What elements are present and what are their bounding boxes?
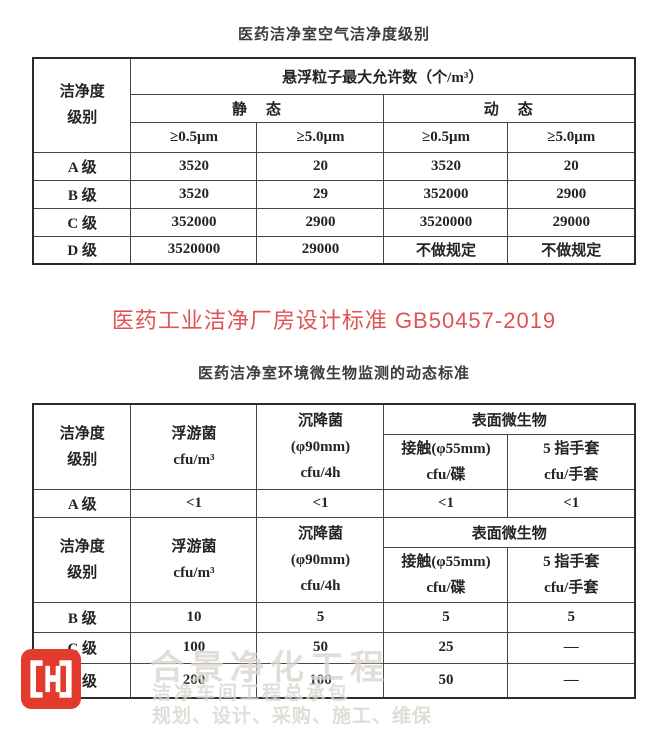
watermark-services: 规划、设计、采购、施工、维保 (152, 706, 433, 727)
settle-line2: (φ90mm) (290, 438, 351, 455)
data-cell: 29000 (507, 207, 636, 237)
data-cell: 3520000 (383, 207, 509, 237)
row-label: C 级 (32, 631, 132, 664)
data-cell: 5 (256, 601, 385, 633)
table-row: D 级 200 100 50 — (32, 662, 636, 699)
surface-group-header: 表面微生物 (383, 516, 636, 548)
airborne-line1: 浮游菌 (171, 538, 217, 555)
table-row: B 级 3520 29 352000 2900 (32, 179, 636, 209)
surface-group-header: 表面微生物 (383, 403, 636, 435)
data-cell: 100 (130, 631, 258, 664)
row-label: D 级 (32, 235, 132, 265)
corner-header-line2: 级别 (67, 110, 98, 127)
data-cell: 3520000 (130, 235, 258, 265)
data-cell: 29 (256, 179, 385, 209)
settle-line1: 沉降菌 (297, 525, 343, 542)
airborne-line1: 浮游菌 (171, 425, 217, 442)
group-header-dynamic: 动 态 (383, 93, 636, 123)
data-cell: 352000 (383, 179, 509, 209)
data-cell: 5 (383, 601, 509, 633)
corner-header-cell: 洁净度 级别 (32, 57, 132, 153)
subheader-cell: ≥5.0μm (507, 121, 636, 153)
settle-line3: cfu/4h (300, 464, 341, 481)
corner-header-line2: 级别 (67, 564, 98, 581)
particle-count-table: 洁净度 级别 悬浮粒子最大允许数（个/m³） 静 态 动 态 ≥0.5μm ≥5… (31, 57, 637, 265)
glove-line1: 5 指手套 (543, 553, 600, 570)
glove-line2: cfu/手套 (544, 466, 599, 483)
data-cell: 50 (256, 631, 385, 664)
airborne-header-cell: 浮游菌 cfu/m³ (130, 403, 258, 490)
data-cell: 352000 (130, 207, 258, 237)
row-label: D 级 (32, 662, 132, 699)
corner-header-cell: 洁净度 级别 (32, 516, 132, 603)
table-row: B 级 10 5 5 5 (32, 601, 636, 633)
table-row: A 级 3520 20 3520 20 (32, 151, 636, 181)
table-row: D 级 3520000 29000 不做规定 不做规定 (32, 235, 636, 265)
airborne-line2: cfu/m³ (173, 451, 215, 468)
data-cell: 200 (130, 662, 258, 699)
row-label: A 级 (32, 151, 132, 181)
table-row: C 级 100 50 25 — (32, 631, 636, 664)
data-cell: 不做规定 (383, 235, 509, 265)
subheader-cell: ≥0.5μm (130, 121, 258, 153)
corner-header-line1: 洁净度 (59, 425, 105, 442)
airborne-line2: cfu/m³ (173, 564, 215, 581)
data-cell: 50 (383, 662, 509, 699)
airborne-header-cell: 浮游菌 cfu/m³ (130, 516, 258, 603)
data-cell: 100 (256, 662, 385, 699)
settle-line3: cfu/4h (300, 577, 341, 594)
data-cell: <1 (507, 488, 636, 518)
data-cell: 20 (507, 151, 636, 181)
row-label: C 级 (32, 207, 132, 237)
glove-header-cell: 5 指手套 cfu/手套 (507, 546, 636, 603)
data-cell: 29000 (256, 235, 385, 265)
corner-header-line1: 洁净度 (59, 538, 105, 555)
data-cell: 2900 (256, 207, 385, 237)
page-title-microbial-monitoring: 医药洁净室环境微生物监测的动态标准 (197, 365, 470, 382)
row-label: B 级 (32, 179, 132, 209)
data-cell: 20 (256, 151, 385, 181)
page-title-air-cleanliness: 医药洁净室空气洁净度级别 (237, 26, 430, 43)
data-cell: <1 (383, 488, 509, 518)
settle-line2: (φ90mm) (290, 551, 351, 568)
contact-line1: 接触(φ55mm) (401, 553, 491, 570)
contact-line2: cfu/碟 (426, 466, 466, 483)
data-cell: 10 (130, 601, 258, 633)
data-cell: 2900 (507, 179, 636, 209)
data-cell: 25 (383, 631, 509, 664)
row-label: A 级 (32, 488, 132, 518)
microbial-table: 洁净度 级别 浮游菌 cfu/m³ 沉降菌 (φ90mm) cfu/4h 表面微… (31, 403, 636, 699)
corner-header-line1: 洁净度 (59, 84, 105, 101)
data-cell: 5 (507, 601, 636, 633)
data-cell: <1 (256, 488, 385, 518)
settle-header-cell: 沉降菌 (φ90mm) cfu/4h (256, 403, 385, 490)
span-header-cell: 悬浮粒子最大允许数（个/m³） (130, 57, 636, 95)
table-row: C 级 352000 2900 3520000 29000 (32, 207, 636, 237)
data-cell: 3520 (130, 179, 258, 209)
glove-header-cell: 5 指手套 cfu/手套 (507, 433, 636, 490)
corner-header-line2: 级别 (67, 451, 98, 468)
glove-line1: 5 指手套 (543, 440, 600, 457)
data-cell: — (507, 631, 636, 664)
subheader-cell: ≥5.0μm (256, 121, 385, 153)
corner-header-cell: 洁净度 级别 (32, 403, 132, 490)
data-cell: 3520 (383, 151, 509, 181)
data-cell: <1 (130, 488, 258, 518)
row-label: B 级 (32, 601, 132, 633)
contact-header-cell: 接触(φ55mm) cfu/碟 (383, 433, 509, 490)
group-header-static: 静 态 (130, 93, 385, 123)
standard-heading: 医药工业洁净厂房设计标准 GB50457-2019 (111, 308, 557, 333)
subheader-cell: ≥0.5μm (383, 121, 509, 153)
table-row: A 级 <1 <1 <1 <1 (32, 488, 636, 518)
settle-header-cell: 沉降菌 (φ90mm) cfu/4h (256, 516, 385, 603)
settle-line1: 沉降菌 (297, 412, 343, 429)
data-cell: 不做规定 (507, 235, 636, 265)
data-cell: 3520 (130, 151, 258, 181)
contact-line2: cfu/碟 (426, 579, 466, 596)
contact-line1: 接触(φ55mm) (401, 440, 491, 457)
contact-header-cell: 接触(φ55mm) cfu/碟 (383, 546, 509, 603)
data-cell: — (507, 662, 636, 699)
glove-line2: cfu/手套 (544, 579, 599, 596)
